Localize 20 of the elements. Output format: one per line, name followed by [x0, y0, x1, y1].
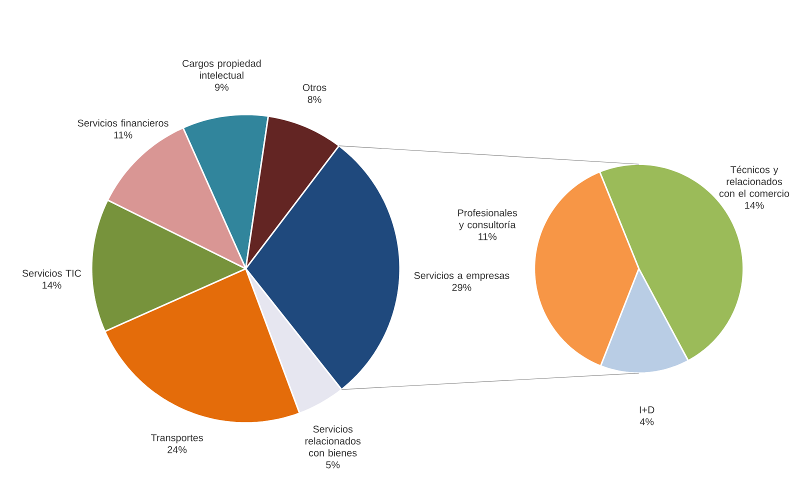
data-label: 29% — [452, 284, 472, 292]
data-label: 14% — [745, 202, 764, 210]
data-label: 14% — [42, 282, 62, 289]
data-label: 11% — [114, 132, 132, 139]
slice-label: Servicios TIC — [22, 270, 82, 277]
data-label: 8% — [308, 96, 322, 104]
slice-label: Servicios a empresas — [414, 272, 510, 282]
data-label: 11% — [478, 233, 497, 240]
slice-label: Profesionales y consultoría — [458, 209, 518, 230]
data-label: 24% — [168, 446, 187, 454]
slice-label: Otros — [302, 84, 326, 92]
slice-label: Servicios financieros — [78, 120, 168, 127]
data-label: 9% — [215, 84, 229, 91]
slice-label: I+D — [640, 406, 654, 414]
slice-label: Cargos propiedad intelectual — [182, 60, 261, 80]
data-label: 4% — [640, 418, 654, 426]
slice-label: Técnicos y relacionados con el comercio — [719, 166, 790, 198]
slice-label: Servicios relacionados con bienes — [305, 426, 361, 457]
data-label: 5% — [326, 462, 340, 469]
slice-label: Transportes — [151, 434, 203, 444]
